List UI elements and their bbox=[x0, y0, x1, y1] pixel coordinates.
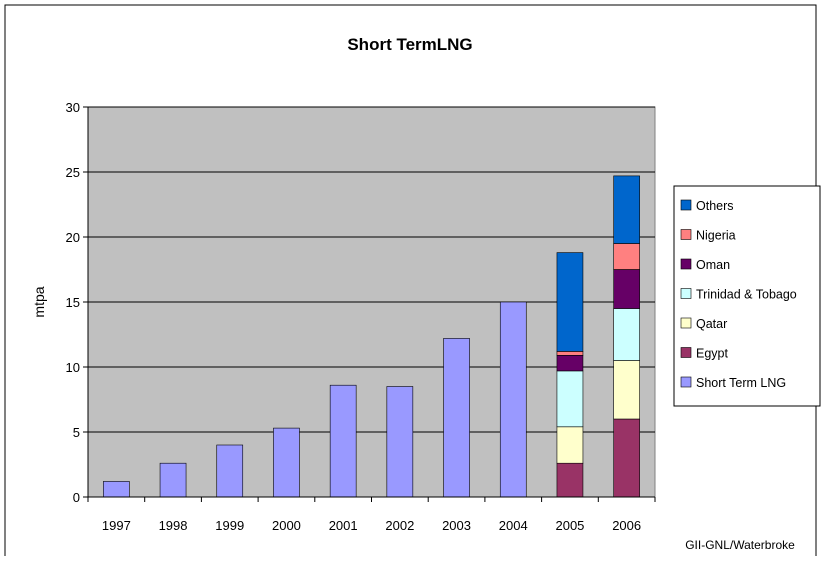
bar-segment bbox=[613, 418, 640, 498]
bar-segment bbox=[613, 243, 640, 270]
y-tick-label: 30 bbox=[66, 100, 80, 115]
x-tick-label: 2001 bbox=[329, 518, 358, 533]
bar-segment bbox=[556, 252, 584, 352]
bar-segment bbox=[613, 308, 640, 361]
legend-box bbox=[673, 185, 821, 407]
legend-label: Qatar bbox=[696, 317, 727, 331]
legend-label: Oman bbox=[696, 258, 730, 272]
x-tick-label: 2005 bbox=[555, 518, 584, 533]
chart-title: Short TermLNG bbox=[347, 35, 472, 54]
y-tick-label: 0 bbox=[73, 490, 80, 505]
x-tick-label: 2000 bbox=[272, 518, 301, 533]
y-tick-label: 20 bbox=[66, 230, 80, 245]
legend-swatch bbox=[680, 317, 692, 329]
bar-segment bbox=[216, 444, 244, 498]
bar-segment bbox=[273, 427, 300, 498]
bar-segment bbox=[159, 462, 187, 498]
y-tick-label: 5 bbox=[73, 425, 80, 440]
bar-segment bbox=[556, 351, 584, 356]
x-tick-label: 1998 bbox=[159, 518, 188, 533]
legend-swatch bbox=[680, 229, 692, 240]
legend-swatch bbox=[680, 199, 692, 211]
x-tick-label: 1999 bbox=[215, 518, 244, 533]
y-tick-label: 25 bbox=[66, 165, 80, 180]
legend-swatch bbox=[680, 288, 692, 299]
bar-segment bbox=[613, 269, 640, 309]
x-tick-label: 2003 bbox=[442, 518, 471, 533]
bar-segment bbox=[556, 462, 584, 498]
legend-swatch bbox=[680, 347, 692, 358]
bar-segment bbox=[556, 354, 584, 372]
bar-segment bbox=[103, 481, 130, 498]
legend-label: Short Term LNG bbox=[696, 376, 786, 390]
x-tick-label: 2002 bbox=[385, 518, 414, 533]
y-tick-label: 15 bbox=[66, 295, 80, 310]
y-tick-label: 10 bbox=[66, 360, 80, 375]
bar-segment bbox=[556, 426, 584, 464]
y-axis-label: mtpa bbox=[31, 286, 47, 317]
legend-swatch bbox=[680, 376, 692, 388]
bar-segment bbox=[386, 386, 414, 498]
bar-segment bbox=[613, 175, 640, 244]
legend: Others Nigeria Oman Trinidad & Tobago Qatar E… bbox=[673, 185, 821, 407]
legend-label: Others bbox=[696, 199, 734, 213]
bar-segment bbox=[443, 338, 470, 498]
legend-label: Egypt bbox=[696, 347, 728, 361]
legend-label: Trinidad & Tobago bbox=[696, 288, 797, 302]
x-tick-label: 2004 bbox=[499, 518, 528, 533]
x-tick-label: 1997 bbox=[102, 518, 131, 533]
legend-label: Nigeria bbox=[696, 229, 736, 243]
x-tick-label: 2006 bbox=[612, 518, 641, 533]
legend-swatch bbox=[680, 258, 692, 270]
bar-segment bbox=[329, 384, 357, 498]
source-note: GII-GNL/Waterbroke bbox=[685, 538, 795, 552]
plot-area: 0 5 10 15 20 25 30 1997 1998 1999 2000 2001 2002 2003… bbox=[66, 100, 656, 533]
bar-segment bbox=[499, 301, 527, 498]
bar-segment bbox=[556, 370, 584, 428]
bar-segment bbox=[613, 360, 640, 420]
